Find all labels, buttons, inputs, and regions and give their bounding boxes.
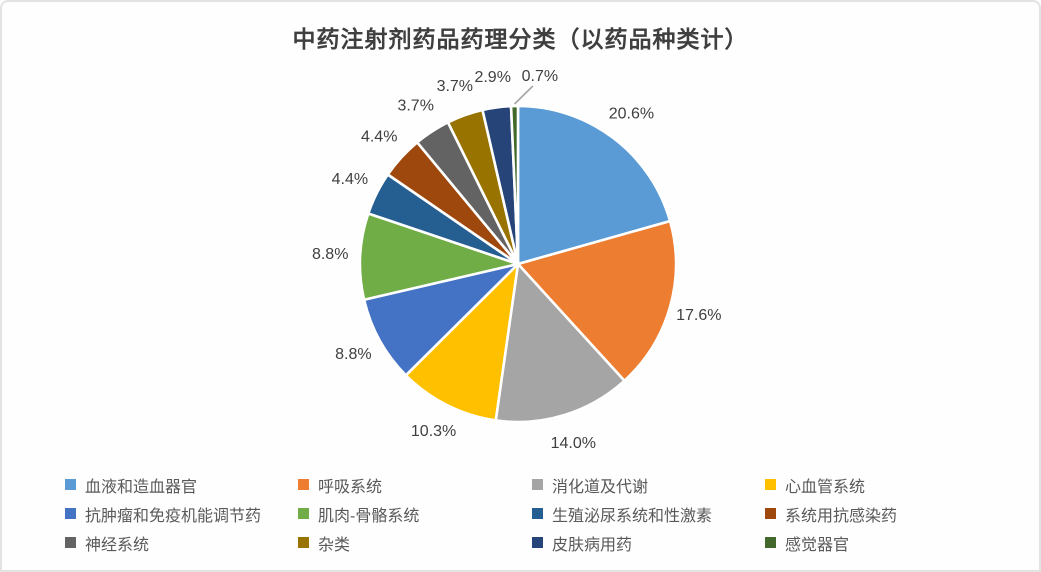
- pie-data-label-11: 2.9%: [474, 69, 510, 86]
- pie-data-label-1: 20.6%: [609, 105, 654, 122]
- legend-swatch-icon: [765, 537, 776, 548]
- legend-swatch-icon: [298, 537, 309, 548]
- legend-item-7: 生殖泌尿系统和性激素: [532, 502, 765, 526]
- pie-data-label-4: 10.3%: [411, 423, 456, 440]
- pie-slice-1: [516, 104, 672, 266]
- legend-swatch-icon: [65, 479, 76, 490]
- pie-data-label-8: 4.4%: [361, 128, 397, 145]
- legend-label: 肌肉-骨骼系统: [318, 507, 420, 525]
- pie-data-label-2: 17.6%: [676, 307, 721, 324]
- legend: 血液和造血器官 呼吸系统 消化道及代谢 心血管系统抗肿瘤和免疫机能调节药 肌肉-骨骼系统…: [65, 470, 1031, 557]
- legend-item-3: 消化道及代谢: [532, 473, 765, 497]
- legend-swatch-icon: [532, 537, 543, 548]
- legend-label: 血液和造血器官: [85, 478, 198, 496]
- legend-label: 心血管系统: [785, 478, 866, 496]
- legend-item-4: 心血管系统: [765, 473, 1031, 497]
- pie-slice-6: [358, 212, 520, 302]
- pie-data-label-5: 8.8%: [335, 346, 371, 363]
- pie-slice-12: [509, 104, 520, 266]
- pie-slice-2: [516, 219, 678, 383]
- legend-label: 呼吸系统: [318, 478, 383, 496]
- legend-item-6: 肌肉-骨骼系统: [298, 502, 532, 526]
- legend-item-1: 血液和造血器官: [65, 473, 298, 497]
- legend-item-10: 杂类: [298, 531, 532, 555]
- legend-item-5: 抗肿瘤和免疫机能调节药: [65, 502, 298, 526]
- legend-label: 系统用抗感染药: [785, 507, 898, 525]
- legend-label: 杂类: [318, 536, 351, 554]
- legend-swatch-icon: [765, 479, 776, 490]
- legend-swatch-icon: [65, 537, 76, 548]
- pie-slice-4: [404, 262, 520, 422]
- chart-title: 中药注射剂药品药理分类（以药品种类计）: [292, 26, 749, 52]
- legend-swatch-icon: [298, 479, 309, 490]
- legend-item-8: 系统用抗感染药: [765, 502, 1031, 526]
- pie-slice-3: [494, 262, 626, 424]
- legend-label: 消化道及代谢: [552, 478, 649, 496]
- legend-label: 皮肤病用药: [552, 536, 633, 554]
- legend-label: 抗肿瘤和免疫机能调节药: [85, 507, 262, 525]
- legend-swatch-icon: [298, 508, 309, 519]
- legend-swatch-icon: [532, 479, 543, 490]
- legend-item-2: 呼吸系统: [298, 473, 532, 497]
- pie-data-label-6: 8.8%: [312, 246, 348, 263]
- legend-label: 生殖泌尿系统和性激素: [552, 507, 713, 525]
- pie-data-label-10: 3.7%: [437, 78, 473, 95]
- legend-item-9: 神经系统: [65, 531, 298, 555]
- legend-swatch-icon: [765, 508, 776, 519]
- label-leader-line: [513, 85, 534, 105]
- legend-swatch-icon: [532, 508, 543, 519]
- pie-data-label-7: 4.4%: [332, 171, 368, 188]
- pie-data-label-9: 3.7%: [397, 98, 433, 115]
- legend-swatch-icon: [65, 508, 76, 519]
- pie-data-label-3: 14.0%: [551, 435, 596, 452]
- legend-label: 感觉器官: [785, 536, 850, 554]
- legend-item-12: 感觉器官: [765, 531, 1031, 555]
- pie-data-label-12: 0.7%: [522, 68, 558, 85]
- legend-item-11: 皮肤病用药: [532, 531, 765, 555]
- legend-label: 神经系统: [85, 536, 150, 554]
